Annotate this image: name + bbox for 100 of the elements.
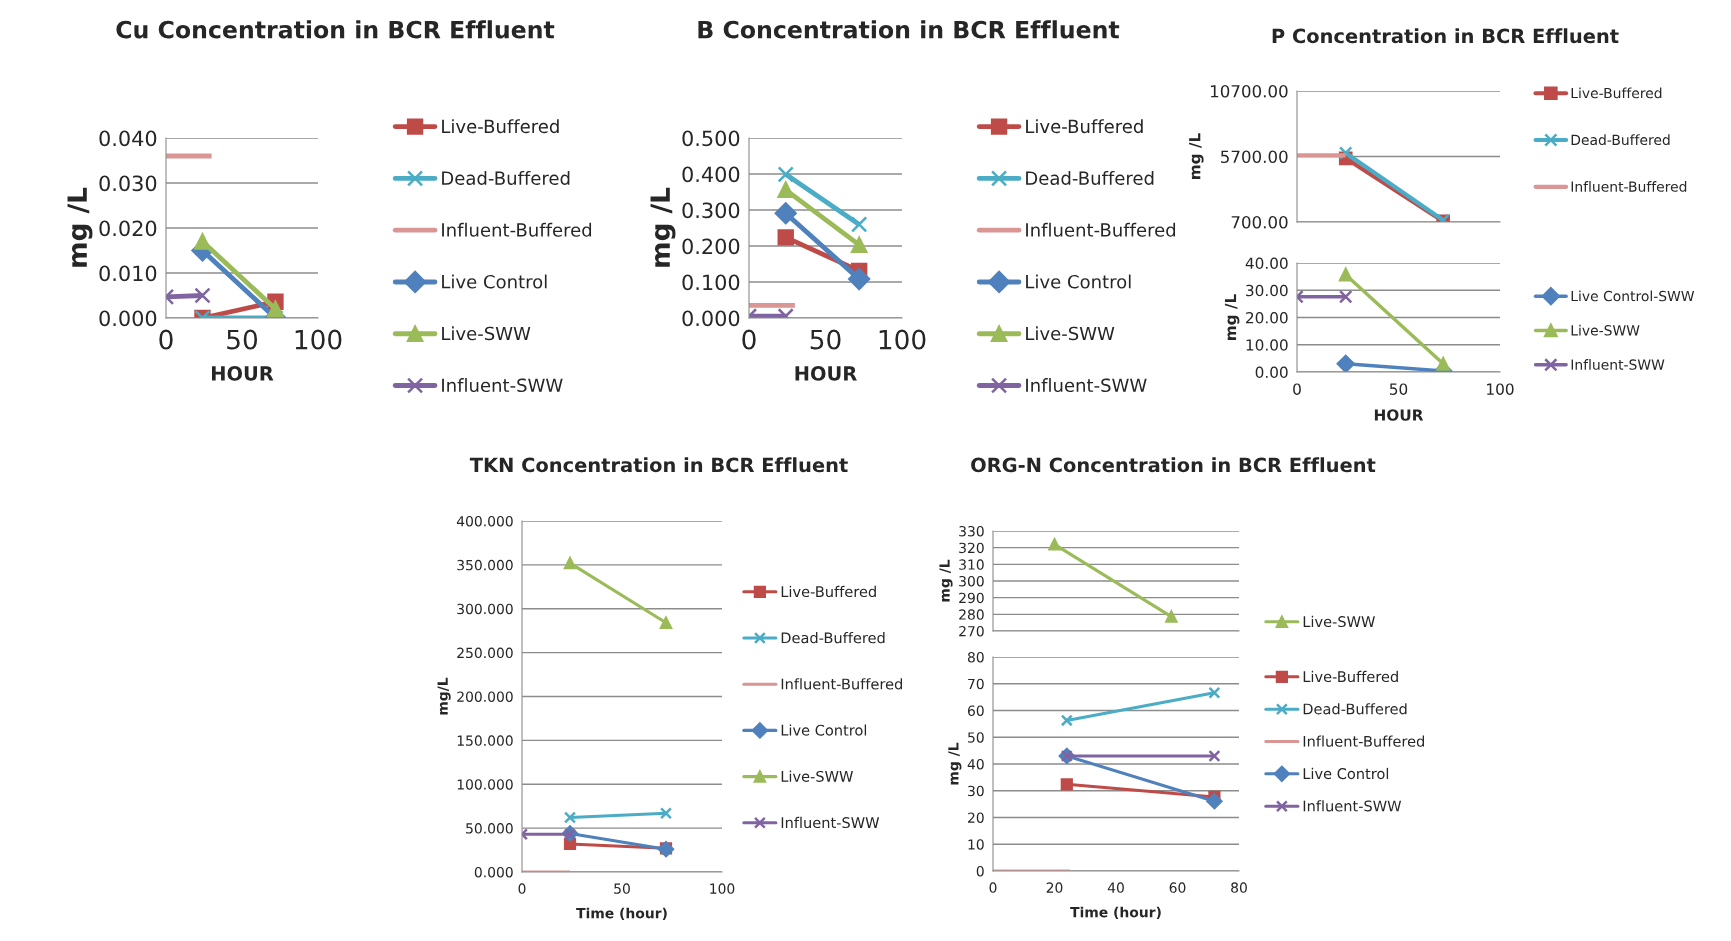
y-tick-label: 0.400 [682, 166, 740, 183]
legend-label: Influent-Buffered [1571, 181, 1687, 192]
legend-label: Live-SWW [781, 770, 853, 782]
y-axis-title: mg /L [1224, 294, 1240, 340]
y-tick-label: 270 [959, 625, 984, 637]
x-tick-label: 100 [710, 883, 735, 894]
x-tick-label: 20 [1046, 882, 1063, 893]
y-axis-title: mg /L [67, 187, 93, 267]
x-tick-label: 0 [518, 883, 526, 894]
y-tick-label: 0.100 [682, 274, 740, 291]
y-tick-label: 320 [959, 542, 984, 554]
chart-title: TKN Concentration in BCR Effluent [469, 457, 848, 473]
legend-label: Live Control-SWW [1571, 290, 1695, 302]
x-axis-title: Time (hour) [1070, 906, 1161, 920]
chart-title: Cu Concentration in BCR Effluent [116, 20, 555, 39]
x-axis-title: HOUR [1374, 409, 1424, 421]
y-tick-label: 700.00 [1231, 215, 1288, 229]
y-tick-label: 0.000 [682, 310, 740, 327]
y-tick-label: 0.030 [99, 175, 157, 192]
legend-label: Live-Buffered [1303, 670, 1398, 683]
y-axis-title: mg /L [650, 187, 676, 267]
y-tick-label: 50 [968, 732, 984, 743]
legend-label: Live-SWW [442, 326, 531, 341]
y-tick-label: 20.00 [1246, 311, 1288, 324]
legend-label: Live Control [1303, 767, 1389, 780]
y-axis-title: mg /L [1189, 133, 1204, 179]
x-tick-label: 60 [1169, 882, 1186, 893]
legend-label: Dead-Buffered [442, 171, 570, 185]
y-axis-title: mg /L [939, 559, 953, 602]
y-tick-label: 300 [959, 575, 984, 587]
y-tick-label: 0.010 [99, 265, 157, 282]
y-tick-label: 350.000 [457, 559, 513, 571]
legend-label: Influent-Buffered [1303, 735, 1424, 747]
x-axis-title: HOUR [212, 366, 274, 381]
x-tick-label: 100 [879, 329, 926, 350]
y-tick-label: 5700.00 [1221, 150, 1288, 164]
y-tick-label: 20 [968, 812, 984, 823]
legend-label: Live-SWW [1026, 326, 1115, 341]
y-axis-title: mg/L [437, 677, 451, 715]
y-tick-label: 0 [976, 865, 984, 877]
y-tick-label: 0.00 [1255, 366, 1288, 379]
y-tick-label: 40 [967, 758, 984, 770]
y-tick-label: 400.000 [456, 515, 513, 527]
legend-label: Live Control [442, 274, 547, 289]
y-tick-label: 0.200 [682, 238, 740, 255]
legend-label: Dead-Buffered [1571, 134, 1670, 146]
y-tick-label: 310 [959, 559, 984, 570]
chart-title: B Concentration in BCR Effluent [698, 20, 1120, 39]
legend-label: Dead-Buffered [781, 632, 885, 644]
x-tick-label: 50 [1389, 383, 1408, 395]
y-tick-label: 200.000 [457, 691, 513, 702]
legend-label: Influent-Buffered [442, 222, 592, 237]
y-tick-label: 0.000 [474, 866, 513, 878]
legend-label: Live Control [781, 724, 867, 736]
x-tick-label: 0 [989, 882, 997, 893]
y-tick-label: 150.000 [457, 735, 513, 746]
legend-label: Influent-SWW [781, 816, 880, 829]
x-tick-label: 0 [1293, 383, 1301, 395]
legend-label: Live-Buffered [781, 585, 876, 598]
y-tick-label: 10.00 [1246, 339, 1288, 351]
y-tick-label: 80 [967, 651, 984, 663]
y-tick-label: 10700.00 [1210, 84, 1288, 98]
legend-label: Live-Buffered [1026, 119, 1143, 134]
y-tick-label: 330 [959, 525, 984, 537]
x-axis-title: Time (hour) [576, 907, 667, 921]
legend-label: Influent-Buffered [781, 678, 902, 690]
chart-title: ORG-N Concentration in BCR Effluent [971, 457, 1376, 473]
y-tick-label: 10 [968, 839, 984, 850]
x-tick-label: 100 [295, 329, 342, 350]
y-tick-label: 290 [959, 592, 984, 604]
y-tick-label: 30.00 [1246, 284, 1288, 297]
legend-label: Live Control [1026, 274, 1131, 289]
y-tick-label: 60 [967, 705, 984, 716]
legend-label: Live-Buffered [442, 119, 559, 134]
y-tick-label: 100.000 [457, 779, 513, 790]
legend-label: Influent-SWW [442, 378, 563, 393]
x-tick-label: 50 [614, 883, 630, 894]
y-tick-label: 50.000 [466, 823, 513, 834]
legend-label: Live-Buffered [1571, 87, 1662, 99]
y-tick-label: 0.000 [99, 310, 157, 327]
legend-label: Influent-Buffered [1026, 222, 1176, 237]
y-tick-label: 70 [968, 678, 984, 690]
y-tick-label: 0.300 [682, 202, 740, 219]
y-tick-label: 0.040 [99, 130, 157, 147]
x-tick-label: 0 [159, 329, 173, 350]
legend-label: Live-SWW [1303, 615, 1375, 628]
y-tick-label: 40.00 [1245, 257, 1288, 270]
x-tick-label: 80 [1231, 882, 1247, 893]
legend-label: Live-SWW [1571, 324, 1640, 336]
y-tick-label: 280 [959, 609, 984, 620]
legend-label: Influent-SWW [1571, 359, 1665, 370]
x-tick-label: 40 [1107, 882, 1124, 893]
y-tick-label: 250.000 [457, 647, 513, 659]
x-tick-label: 50 [227, 329, 258, 350]
y-tick-label: 0.020 [99, 220, 157, 237]
legend-label: Influent-SWW [1026, 378, 1147, 393]
legend-label: Influent-SWW [1303, 800, 1402, 812]
x-tick-label: 100 [1487, 383, 1514, 395]
legend-label: Dead-Buffered [1026, 171, 1154, 185]
chart-title: P Concentration in BCR Effluent [1272, 28, 1619, 44]
